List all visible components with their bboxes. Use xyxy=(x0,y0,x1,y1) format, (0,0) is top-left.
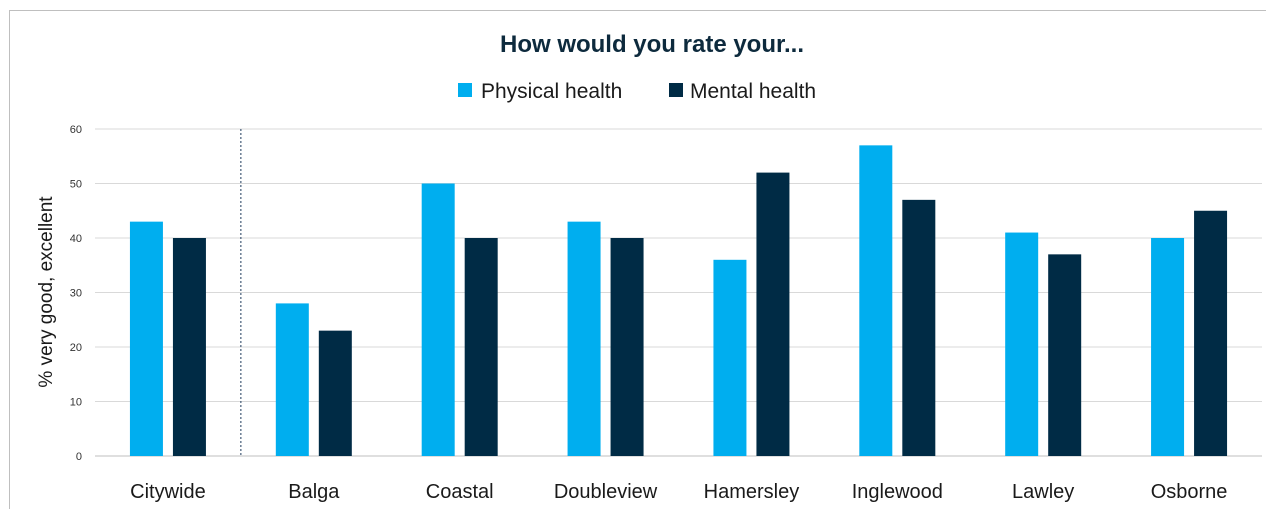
legend-swatch-physical-health xyxy=(458,83,472,97)
y-tick-label-40: 40 xyxy=(70,233,82,245)
bars xyxy=(129,145,1228,456)
gridlines xyxy=(95,128,1262,457)
bar-hamersley-mental-health xyxy=(756,172,790,456)
x-tick-label-osborne: Osborne xyxy=(1151,481,1228,503)
y-tick-label-20: 20 xyxy=(70,342,82,354)
bar-lawley-mental-health xyxy=(1048,254,1082,456)
x-axis-ticks: Citywide Balga Coastal Doubleview Hamersley I… xyxy=(130,481,1227,503)
legend-label-physical-health: Physical health xyxy=(481,80,622,103)
y-tick-label-30: 30 xyxy=(70,288,82,300)
x-tick-label-hamersley: Hamersley xyxy=(704,481,800,503)
legend: Physical health Mental health xyxy=(458,80,816,103)
x-tick-label-doubleview: Doubleview xyxy=(554,481,658,503)
bar-balga-mental-health xyxy=(318,330,352,456)
x-tick-label-balga: Balga xyxy=(288,481,340,503)
legend-label-mental-health: Mental health xyxy=(690,80,816,103)
x-tick-label-lawley: Lawley xyxy=(1012,481,1074,503)
x-tick-label-inglewood: Inglewood xyxy=(852,481,943,503)
legend-swatch-mental-health xyxy=(669,83,683,97)
bar-inglewood-mental-health xyxy=(902,199,936,456)
x-tick-label-coastal: Coastal xyxy=(426,481,494,503)
y-tick-label-0: 0 xyxy=(76,451,82,463)
x-tick-label-citywide: Citywide xyxy=(130,481,206,503)
bar-hamersley-physical-health xyxy=(713,259,747,456)
y-axis-label: % very good, excellent xyxy=(36,196,57,388)
bar-coastal-physical-health xyxy=(421,183,455,456)
bar-citywide-mental-health xyxy=(172,238,206,456)
y-tick-label-60: 60 xyxy=(70,124,82,136)
bar-lawley-physical-health xyxy=(1005,232,1039,456)
bar-doubleview-physical-health xyxy=(567,221,601,456)
bar-coastal-mental-health xyxy=(464,238,498,456)
chart-frame xyxy=(9,10,1266,509)
y-axis-ticks: 0 10 20 30 40 50 60 xyxy=(70,124,82,463)
bar-citywide-physical-health xyxy=(129,221,163,456)
bar-inglewood-physical-health xyxy=(859,145,893,456)
bar-osborne-mental-health xyxy=(1194,210,1228,456)
bar-doubleview-mental-health xyxy=(610,238,644,456)
bar-balga-physical-health xyxy=(275,303,309,456)
bar-osborne-physical-health xyxy=(1151,238,1185,456)
y-tick-label-10: 10 xyxy=(70,397,82,409)
chart-title: How would you rate your... xyxy=(500,31,804,58)
y-tick-label-50: 50 xyxy=(70,179,82,191)
